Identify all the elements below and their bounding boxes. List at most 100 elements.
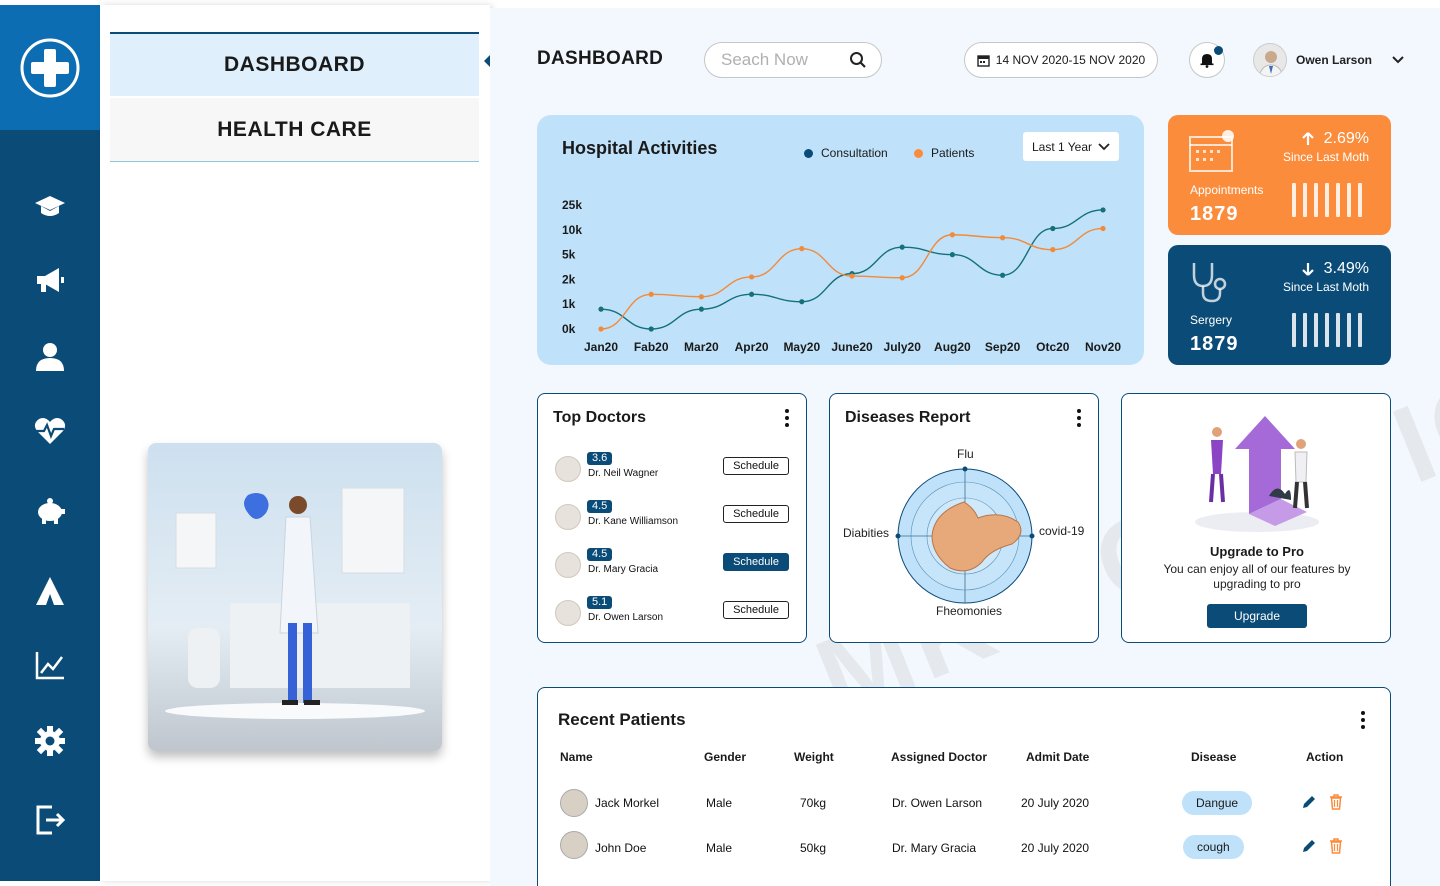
recent-patients-card: Recent Patients Name Gender Weight Assig… (537, 687, 1391, 886)
series-line-patients (600, 227, 1104, 330)
bell-icon (1200, 54, 1214, 68)
legend-patients: Patients (914, 146, 974, 160)
patient-admit-date: 20 July 2020 (1021, 841, 1090, 855)
schedule-button[interactable]: Schedule (723, 457, 789, 475)
legend-label-patients: Patients (931, 146, 975, 160)
column-header-assigned-doctor: Assigned Doctor (891, 750, 988, 764)
megaphone-icon[interactable] (30, 260, 70, 300)
gear-icon[interactable] (30, 721, 70, 761)
more-menu-icon[interactable] (1074, 409, 1084, 427)
appointments-bars (1292, 183, 1362, 217)
data-point-patients (899, 275, 905, 281)
trash-icon[interactable] (1328, 838, 1344, 854)
activity-title: Hospital Activities (562, 138, 718, 158)
radar-label-left: Diabities (843, 526, 890, 540)
doctor-row: 4.5 Dr. Kane Williamson Schedule (555, 500, 795, 532)
panel-tab-dashboard[interactable]: DASHBOARD (110, 32, 479, 96)
collapse-arrow-icon[interactable] (484, 55, 490, 67)
surgery-value: 1879 (1190, 333, 1239, 355)
doctor-rating: 3.6 (587, 452, 613, 465)
x-tick-label: Fab20 (634, 340, 669, 354)
user-name: Owen Larson (1296, 53, 1373, 67)
patient-weight: 50kg (800, 841, 827, 855)
line-chart-icon[interactable] (30, 645, 70, 685)
page-title: DASHBOARD (537, 48, 664, 69)
tent-icon[interactable] (30, 571, 70, 611)
side-panel: DASHBOARD HEALTH CARE (100, 5, 490, 881)
data-point-consultation (799, 299, 805, 305)
data-point-patients (749, 274, 755, 280)
data-point-patients (799, 246, 805, 252)
schedule-button[interactable]: Schedule (723, 601, 789, 619)
legend-label-consultation: Consultation (821, 146, 888, 160)
data-point-patients (1100, 225, 1106, 232)
user-menu[interactable]: Owen Larson (1253, 42, 1405, 78)
heartbeat-icon[interactable] (30, 411, 70, 451)
patient-name: Jack Morkel (595, 796, 660, 810)
appointments-stat-card[interactable]: 2.69% Since Last Moth Appointments 1879 (1168, 115, 1391, 235)
radar-label-top: Flu (957, 447, 974, 461)
notification-button[interactable] (1189, 42, 1225, 78)
patient-name: John Doe (595, 841, 647, 855)
patient-doctor: Dr. Mary Gracia (892, 841, 977, 855)
user-icon[interactable] (30, 336, 70, 376)
graduation-cap-icon[interactable] (30, 186, 70, 226)
legend-dot-consultation (804, 148, 813, 158)
plus-logo-icon (20, 38, 80, 97)
appointments-percent-value: 2.69% (1323, 130, 1369, 147)
more-menu-icon[interactable] (782, 409, 792, 427)
more-menu-icon[interactable] (1358, 711, 1368, 729)
piggy-bank-icon[interactable] (30, 491, 70, 531)
series-line-consultation (600, 209, 1104, 330)
patient-weight: 70kg (800, 796, 827, 810)
trash-icon[interactable] (1328, 794, 1344, 810)
schedule-button[interactable]: Schedule (723, 505, 789, 523)
appointments-percent: 2.69% (1301, 130, 1369, 148)
hospital-activities-card: Hospital Activities Consultation Patient… (537, 115, 1144, 365)
edit-icon[interactable] (1301, 794, 1317, 810)
y-tick-label: 1k (562, 297, 576, 311)
schedule-button[interactable]: Schedule (723, 553, 789, 571)
radar-label-right: covid-19 (1039, 524, 1085, 538)
x-tick-label: June20 (831, 340, 873, 354)
logout-icon[interactable] (30, 800, 70, 840)
doctor-name: Dr. Owen Larson (588, 612, 664, 623)
doctor-rating: 4.5 (587, 548, 613, 561)
data-point-consultation (749, 291, 755, 297)
search-input[interactable] (721, 50, 841, 70)
top-doctors-title: Top Doctors (553, 409, 647, 426)
y-tick-label: 2k (562, 272, 576, 286)
column-header-name: Name (560, 750, 593, 764)
data-point-consultation (648, 326, 654, 332)
data-point-consultation (949, 252, 955, 258)
icon-rail (0, 5, 100, 881)
patient-gender: Male (706, 841, 733, 855)
y-tick-label: 25k (562, 198, 582, 212)
top-doctors-card: Top Doctors 3.6 Dr. Neil Wagner Schedule… (537, 393, 807, 643)
range-select[interactable]: Last 1 Year (1023, 132, 1119, 161)
patient-admit-date: 20 July 2020 (1021, 796, 1090, 810)
data-point-patients (698, 294, 704, 300)
x-tick-label: Aug20 (934, 340, 971, 354)
arrow-down-icon (1301, 263, 1314, 276)
panel-tab-health-care[interactable]: HEALTH CARE (110, 98, 479, 162)
search-box (704, 42, 882, 78)
appointments-value: 1879 (1190, 203, 1239, 225)
surgery-bars (1292, 313, 1362, 347)
appointments-label: Appointments (1190, 183, 1264, 197)
doctor-row: 3.6 Dr. Neil Wagner Schedule (555, 452, 795, 484)
surgery-stat-card[interactable]: 3.49% Since Last Moth Sergery 1879 (1168, 245, 1391, 365)
doctor-name: Dr. Neil Wagner (588, 468, 659, 479)
arrow-up-icon (1301, 132, 1314, 145)
upgrade-button[interactable]: Upgrade (1207, 604, 1307, 628)
avatar (560, 831, 588, 859)
diseases-report-title: Diseases Report (845, 409, 971, 426)
data-point-patients (849, 273, 855, 279)
search-icon[interactable] (849, 51, 867, 69)
avatar (1253, 43, 1287, 77)
edit-icon[interactable] (1301, 838, 1317, 854)
date-range-picker[interactable]: 14 NOV 2020-15 NOV 2020 (964, 42, 1158, 78)
x-tick-label: Otc20 (1036, 340, 1070, 354)
logo[interactable] (0, 5, 100, 130)
